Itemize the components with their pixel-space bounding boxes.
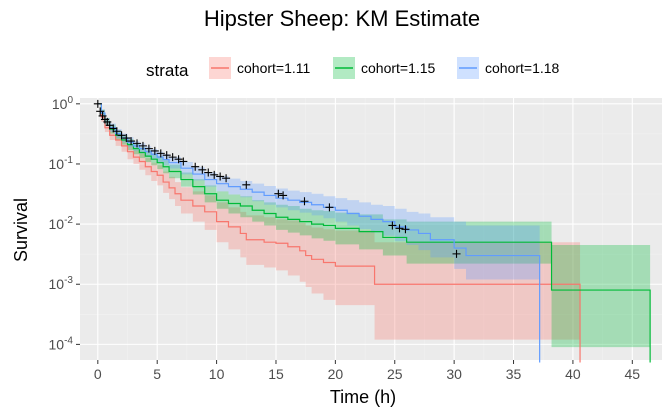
censor-mark	[325, 203, 334, 212]
censor-mark	[222, 174, 231, 183]
censor-mark	[127, 137, 136, 146]
y-tick-base: 10	[49, 336, 65, 352]
survival-line	[97, 103, 651, 363]
censor-mark	[133, 139, 142, 148]
ci-band	[97, 103, 540, 363]
censor-mark	[388, 221, 397, 230]
y-tick-exponent: -3	[64, 275, 73, 286]
censor-mark	[198, 165, 207, 174]
censor-mark	[162, 151, 171, 160]
censor-mark	[204, 168, 213, 177]
censor-mark	[179, 157, 188, 166]
y-tick-exponent: -4	[64, 335, 73, 346]
y-tick-label: 10-3	[49, 275, 74, 292]
chart-title: Hipster Sheep: KM Estimate	[204, 6, 480, 31]
censor-mark	[138, 141, 147, 150]
plot-panel	[80, 98, 662, 360]
censor-mark	[210, 170, 219, 179]
ci-band	[97, 103, 581, 363]
legend-label: cohort=1.18	[485, 60, 560, 76]
censor-mark	[144, 144, 153, 153]
y-tick-label: 10-4	[49, 335, 74, 352]
censor-mark	[150, 146, 159, 155]
legend: strata cohort=1.11 cohort=1.15 cohort=1.18	[146, 57, 560, 80]
censor-mark	[168, 153, 177, 162]
censor-mark	[401, 225, 410, 234]
y-tick-base: 10	[49, 276, 65, 292]
censor-mark	[300, 197, 309, 206]
y-tick-base: 10	[49, 216, 65, 232]
y-tick-label: 10-1	[49, 155, 74, 172]
x-tick-label: 35	[506, 366, 522, 382]
censor-mark	[174, 155, 183, 164]
legend-label: cohort=1.15	[361, 60, 436, 76]
censor-mark	[117, 131, 126, 140]
x-tick-label: 5	[153, 366, 161, 382]
x-tick-label: 20	[328, 366, 344, 382]
censor-marks	[93, 99, 461, 258]
y-tick-label: 100	[52, 95, 74, 112]
x-axis-title: Time (h)	[330, 387, 396, 407]
censor-mark	[156, 149, 165, 158]
censor-mark	[216, 172, 225, 181]
x-tick-label: 45	[625, 366, 641, 382]
censor-mark	[93, 99, 102, 108]
censor-mark	[274, 189, 283, 198]
x-tick-label: 0	[94, 366, 102, 382]
censor-mark	[112, 127, 121, 136]
confidence-bands	[97, 103, 651, 363]
ci-band	[97, 103, 651, 363]
censor-mark	[122, 134, 131, 143]
legend-label: cohort=1.11	[237, 60, 311, 76]
y-tick-label: 10-2	[49, 215, 74, 232]
x-axis-ticks: 0 5 10 15 20 25 30 35 40 45	[94, 360, 640, 382]
x-tick-label: 25	[387, 366, 403, 382]
y-axis-title: Survival	[11, 198, 31, 262]
x-tick-label: 40	[565, 366, 581, 382]
censor-mark	[395, 224, 404, 233]
y-tick-exponent: 0	[67, 95, 73, 106]
y-tick-base: 10	[52, 96, 68, 112]
legend-title: strata	[146, 61, 189, 80]
x-tick-label: 30	[446, 366, 462, 382]
censor-mark	[279, 191, 288, 200]
censor-mark	[96, 107, 105, 116]
survival-line	[97, 103, 581, 363]
x-tick-label: 10	[209, 366, 225, 382]
x-tick-label: 15	[268, 366, 284, 382]
y-tick-exponent: -2	[64, 215, 73, 226]
censor-mark	[191, 162, 200, 171]
y-tick-base: 10	[49, 156, 65, 172]
y-tick-exponent: -1	[64, 155, 73, 166]
censor-mark	[242, 180, 251, 189]
censor-mark	[452, 249, 461, 258]
